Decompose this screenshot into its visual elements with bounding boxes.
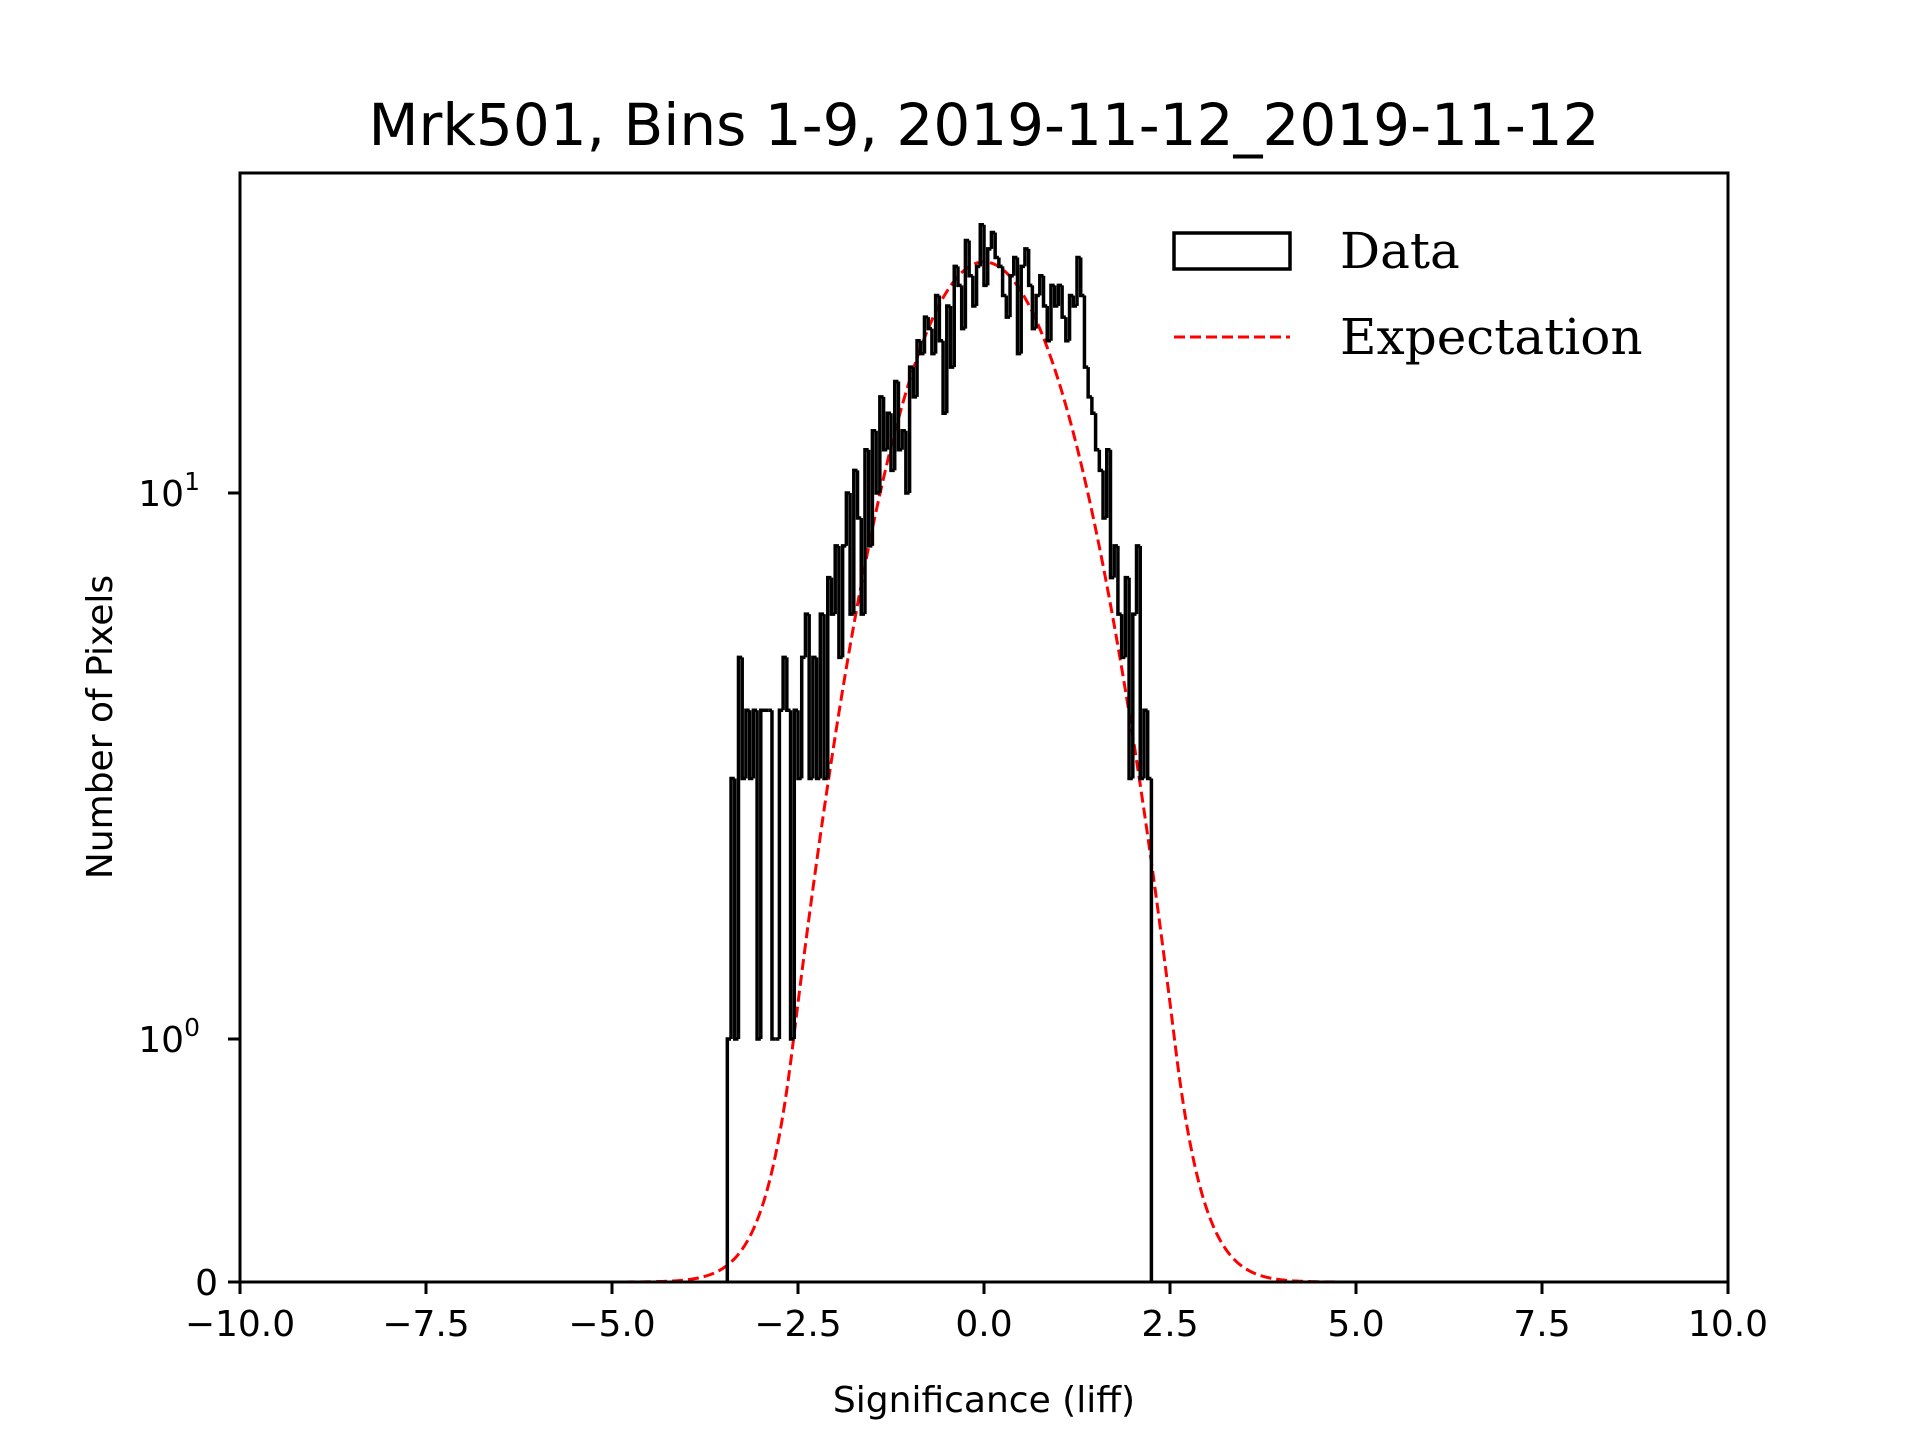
- histogram-bin: [974, 264, 981, 307]
- y-axis-label: Number of Pixels: [80, 575, 121, 879]
- chart-title: Mrk501, Bins 1-9, 2019-11-12_2019-11-12: [368, 91, 1599, 159]
- histogram-bin: [997, 257, 1003, 269]
- histogram-bin: [1090, 396, 1096, 415]
- histogram-bin: [985, 247, 992, 286]
- histogram-bin: [956, 266, 962, 288]
- legend-expectation-label: Expectation: [1340, 308, 1643, 366]
- y-tick-label: 100: [138, 1013, 200, 1061]
- histogram-bin: [1116, 545, 1122, 616]
- legend-data-swatch: [1172, 231, 1292, 271]
- legend: Data Expectation: [1172, 222, 1643, 366]
- x-tick-label: 7.5: [1513, 1304, 1570, 1345]
- histogram-bin: [1093, 413, 1100, 452]
- data-histogram: [725, 222, 1154, 1282]
- histogram-bin: [993, 232, 999, 260]
- histogram-bin: [1026, 248, 1033, 288]
- histogram-bin: [1145, 710, 1152, 781]
- histogram-bin: [1082, 295, 1089, 369]
- x-tick-label: −10.0: [185, 1304, 295, 1345]
- legend-data-label: Data: [1340, 222, 1460, 280]
- histogram-bin: [937, 295, 944, 343]
- x-axis: −10.0 −7.5 −5.0 −2.5 0.0 2.5 5.0 7.5 10.0: [185, 1282, 1768, 1345]
- x-tick-label: 2.5: [1141, 1304, 1198, 1345]
- expectation-curve: [240, 260, 1728, 1284]
- x-tick-label: 10.0: [1688, 1304, 1768, 1345]
- histogram-bin: [759, 708, 765, 1039]
- x-tick-label: 5.0: [1327, 1304, 1384, 1345]
- histogram-bin: [855, 470, 862, 520]
- histogram-bin: [840, 544, 847, 658]
- histogram-bin: [1097, 449, 1104, 473]
- histogram-bin: [1019, 264, 1025, 354]
- histogram-bin: [777, 708, 784, 1039]
- axes-frame: [238, 171, 1730, 1284]
- y-tick-label: 0: [195, 1263, 218, 1304]
- histogram-bin: [799, 655, 806, 779]
- histogram-bin: [770, 710, 776, 1041]
- x-axis-label: Significance (liff): [833, 1380, 1135, 1421]
- histogram-bin: [967, 240, 973, 278]
- histogram-bin: [1078, 257, 1085, 298]
- x-tick-label: −5.0: [568, 1304, 655, 1345]
- y-axis: 0 100 101: [138, 467, 240, 1304]
- x-tick-label: −2.5: [754, 1304, 841, 1345]
- histogram-bin: [1086, 367, 1092, 399]
- plot-area: [240, 222, 1728, 1284]
- x-tick-label: −7.5: [382, 1304, 469, 1345]
- histogram-bin: [725, 1037, 732, 1282]
- histogram-bin: [785, 657, 791, 713]
- histogram-bin: [1060, 285, 1066, 319]
- histogram-bin: [1041, 275, 1048, 308]
- x-tick-label: 0.0: [955, 1304, 1012, 1345]
- histogram-bin: [1008, 273, 1014, 318]
- y-tick-label: 101: [138, 467, 200, 515]
